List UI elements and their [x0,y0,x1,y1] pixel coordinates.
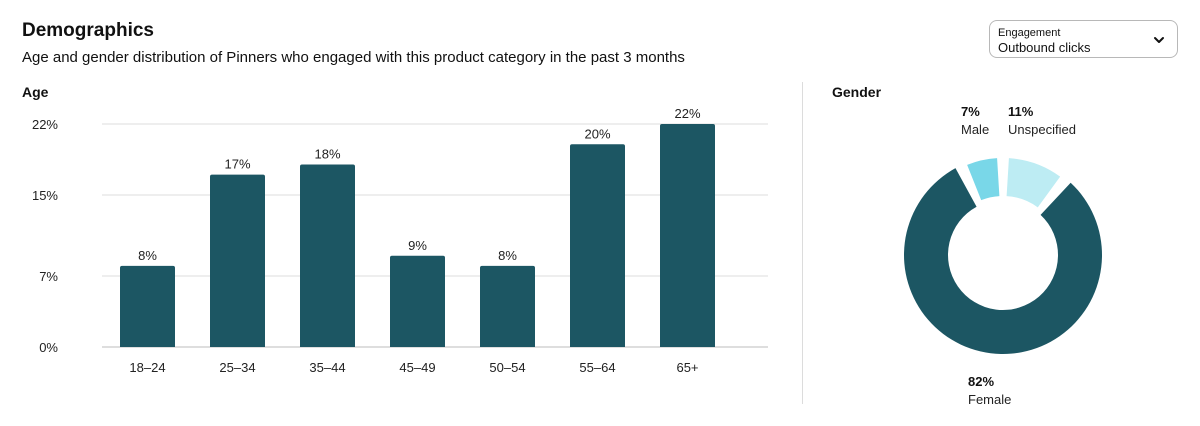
bar [300,164,355,347]
bar-data-label: 8% [498,248,517,263]
slice-value-label: 7% [961,104,980,119]
chevron-down-icon [1154,37,1164,43]
y-tick-label: 22% [32,117,58,132]
bar [120,265,175,347]
page-subtitle: Age and gender distribution of Pinners w… [22,49,685,66]
bar [480,265,535,347]
x-tick-label: 18–24 [129,360,165,375]
slice-name-label: Female [968,392,1011,407]
donut-slice [1006,158,1061,208]
x-tick-label: 65+ [676,360,698,375]
engagement-dropdown-label: Engagement [998,27,1061,39]
bar-data-label: 8% [138,248,157,263]
y-tick-label: 15% [32,188,58,203]
bar-data-label: 20% [584,126,610,141]
bar [570,144,625,347]
donut-slice [967,158,1000,201]
y-tick-label: 0% [39,340,58,355]
bar-data-label: 17% [224,157,250,172]
section-divider [802,82,803,404]
age-chart-title: Age [22,84,49,100]
bar-data-label: 18% [314,147,340,162]
slice-value-label: 82% [968,374,994,389]
engagement-dropdown-value: Outbound clicks [998,40,1091,55]
page-title: Demographics [22,20,154,41]
x-tick-label: 35–44 [309,360,345,375]
engagement-dropdown[interactable]: Engagement Outbound clicks [989,20,1178,58]
x-tick-label: 50–54 [489,360,525,375]
x-tick-label: 45–49 [399,360,435,375]
bar [390,255,445,347]
gender-chart-title: Gender [832,84,882,100]
age-bar-chart: 0% 7% 15% 22% 8% 18–24 17% 25–34 18% 35–44 9% 45–49… [32,106,768,375]
bar [660,124,715,347]
slice-value-label: 11% [1008,104,1034,119]
x-tick-label: 55–64 [579,360,615,375]
slice-name-label: Male [961,122,989,137]
y-tick-label: 7% [39,269,58,284]
slice-name-label: Unspecified [1008,122,1076,137]
donut-slice [903,168,1102,354]
x-tick-label: 25–34 [219,360,255,375]
bar-data-label: 22% [674,106,700,121]
bar [210,174,265,347]
bar-data-label: 9% [408,238,427,253]
